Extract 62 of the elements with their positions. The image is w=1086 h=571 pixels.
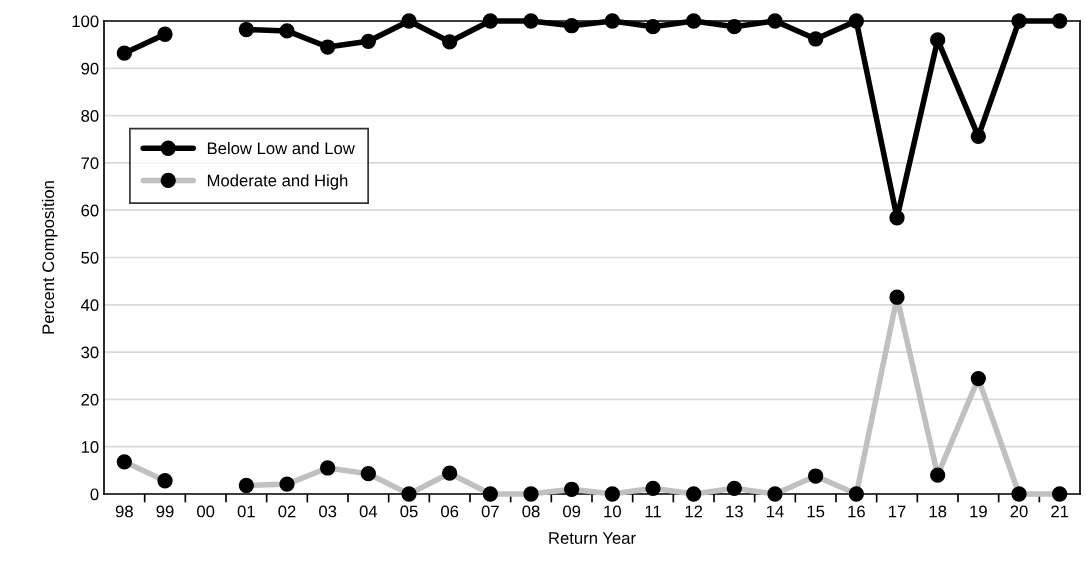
y-tick-label: 80: [81, 110, 99, 122]
x-tick-label: 12: [685, 505, 703, 518]
point: [442, 34, 458, 50]
x-tick-label: 21: [1051, 505, 1069, 518]
x-tick-label: 03: [319, 505, 337, 518]
point: [401, 13, 417, 29]
x-tick-label: 06: [441, 505, 459, 518]
point: [604, 13, 620, 29]
point: [238, 21, 254, 38]
x-tick-label: 15: [807, 505, 825, 518]
x-tick-label: 07: [481, 505, 499, 518]
point: [360, 33, 376, 49]
point: [686, 13, 702, 29]
y-tick-label: 10: [81, 441, 99, 453]
point: [482, 13, 498, 29]
point: [848, 13, 864, 29]
point: [320, 39, 336, 55]
point: [1052, 13, 1068, 29]
point: [970, 128, 986, 145]
point: [808, 31, 824, 47]
x-tick-label: 11: [645, 505, 661, 518]
x-tick-label: 00: [197, 505, 215, 518]
x-tick-label: 20: [1010, 505, 1028, 518]
x-tick-label: 02: [278, 505, 296, 518]
y-tick-label: 0: [90, 488, 99, 501]
x-tick-label: 13: [726, 505, 743, 518]
y-tick-label: 70: [81, 157, 99, 170]
x-tick-label: 17: [889, 505, 906, 518]
y-tick-label: 90: [81, 62, 99, 75]
x-tick-label: 08: [522, 505, 540, 518]
y-tick-label: 30: [81, 346, 99, 359]
x-tick-label: 16: [848, 505, 865, 518]
x-tick-label: 01: [237, 505, 255, 518]
point: [157, 26, 173, 42]
x-tick-label: 99: [156, 505, 174, 518]
y-tick-label: 60: [81, 204, 99, 217]
y-tick-label: 100: [72, 15, 99, 28]
x-tick-label: 18: [929, 505, 947, 518]
y-axis-title: Percent Composition: [41, 181, 58, 334]
x-tick-label: 09: [563, 505, 581, 518]
point: [726, 19, 742, 35]
point: [116, 45, 132, 61]
point: [767, 13, 783, 29]
x-tick-label: 98: [115, 505, 133, 518]
y-tick-label: 40: [80, 299, 99, 311]
y-tick-label: 20: [81, 393, 99, 406]
point: [1011, 13, 1027, 29]
point: [523, 13, 539, 29]
x-tick-label: 10: [604, 505, 621, 518]
x-tick-label: 19: [970, 505, 987, 518]
legend-label: Moderate and High: [207, 174, 348, 190]
x-tick-label: 14: [767, 505, 784, 518]
y-tick-label: 50: [81, 251, 99, 264]
legend-label: Below Low and Low: [207, 142, 355, 155]
x-tick-label: 04: [359, 505, 378, 518]
point: [279, 23, 295, 39]
x-axis-title: Return Year: [549, 532, 636, 544]
point: [645, 19, 661, 35]
point: [889, 210, 905, 226]
x-tick-label: 05: [400, 505, 418, 518]
point: [930, 32, 946, 48]
point: [564, 18, 580, 34]
